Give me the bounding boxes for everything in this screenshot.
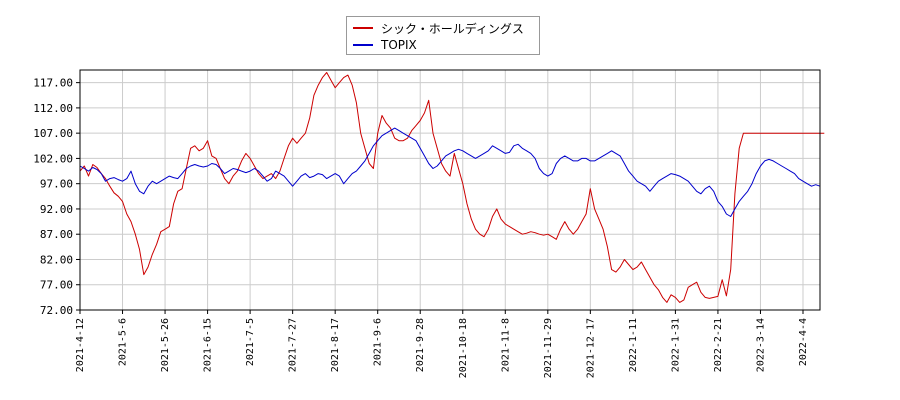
series-line-1 (79, 72, 825, 303)
x-tick-label: 2022-2-21 (713, 318, 724, 372)
legend-swatch-series-1 (353, 27, 373, 29)
y-tick-label: 102.00 (33, 152, 73, 165)
x-tick-label: 2021-10-18 (458, 318, 469, 378)
legend-swatch-series-2 (353, 44, 373, 46)
x-tick-label: 2022-3-14 (755, 318, 766, 372)
legend-label-series-2: TOPIX (381, 38, 417, 52)
x-axis: 2021-4-12 2021-5-6 2021-5-26 2021-6-15 2021-… (75, 310, 809, 378)
x-tick-label: 2021-7-27 (288, 318, 299, 372)
series-line-2 (79, 127, 821, 217)
series-lines (79, 72, 825, 303)
x-tick-label: 2021-6-15 (203, 318, 214, 372)
x-tick-label: 2021-11-29 (543, 318, 554, 378)
y-tick-label: 87.00 (40, 228, 73, 241)
y-tick-label: 72.00 (40, 304, 73, 317)
grid (79, 70, 820, 311)
x-tick-label: 2021-9-28 (415, 318, 426, 372)
x-tick-label: 2021-5-6 (118, 318, 129, 366)
y-tick-label: 77.00 (40, 279, 73, 292)
x-tick-label: 2021-5-26 (160, 318, 171, 372)
y-tick-label: 92.00 (40, 203, 73, 216)
y-tick-label: 82.00 (40, 253, 73, 266)
legend: シック・ホールディングス TOPIX (346, 16, 540, 55)
plot-frame (79, 69, 821, 311)
x-tick-label: 2022-1-11 (628, 318, 639, 372)
x-tick-label: 2021-4-12 (75, 318, 86, 372)
legend-label-series-1: シック・ホールディングス (381, 21, 524, 36)
y-tick-label: 117.00 (33, 77, 73, 90)
y-tick-label: 112.00 (33, 102, 73, 115)
x-tick-label: 2021-7-5 (245, 318, 256, 366)
y-tick-label: 107.00 (33, 127, 73, 140)
x-tick-label: 2021-9-6 (373, 318, 384, 366)
y-axis: 117.00 112.00 107.00 102.00 97.00 92.00 87.00 8… (33, 77, 80, 317)
x-tick-label: 2021-8-17 (330, 318, 341, 372)
legend-item-series-1: シック・ホールディングス (353, 20, 524, 36)
y-tick-label: 97.00 (40, 178, 73, 191)
x-tick-label: 2022-1-31 (670, 318, 681, 372)
x-tick-label: 2021-11-8 (500, 318, 511, 372)
x-tick-label: 2022-4-4 (798, 318, 809, 366)
legend-item-series-2: TOPIX (353, 37, 417, 53)
x-tick-label: 2021-12-17 (585, 318, 596, 378)
